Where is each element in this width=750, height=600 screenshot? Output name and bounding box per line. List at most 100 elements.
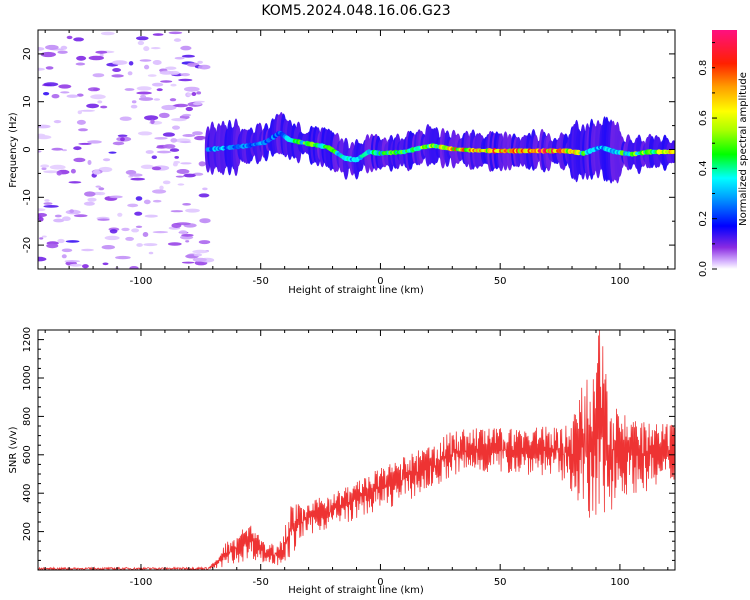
y-tick-label: 200 [22,522,33,541]
noise-blob [160,80,173,83]
x-tick-label: 100 [610,577,629,588]
noise-blob [158,112,170,118]
spectrogram-y-ticks: -20 -10 0 10 20 [22,29,675,270]
noise-blob [180,162,192,165]
noise-blob [87,140,102,144]
noise-blob [129,266,139,269]
noise-blob [66,94,79,98]
noise-blob [151,166,162,171]
x-tick-label: -50 [253,577,269,588]
noise-blob [170,83,177,87]
colorbar-tick-label: 0.6 [698,110,709,126]
noise-blob [54,214,62,218]
noise-blob [38,216,44,222]
noise-blob [39,237,44,240]
noise-blob [77,110,83,115]
noise-blob [135,196,143,201]
noise-blob [98,187,105,191]
noise-blob [124,88,135,91]
noise-blob [88,55,105,61]
noise-blob [192,257,207,262]
noise-blob [151,155,157,159]
y-tick-label: -10 [22,189,33,205]
noise-blob [38,213,48,217]
noise-blob [174,56,185,60]
noise-blob [178,78,193,82]
noise-blob [53,218,65,223]
noise-blob [144,115,159,121]
y-tick-label: 1000 [22,365,33,390]
noise-blob [100,31,115,36]
noise-blob [86,103,99,109]
noise-blob [138,97,154,101]
spectrogram-x-label: Height of straight line (km) [288,285,424,296]
noise-blob [127,203,139,208]
noise-blob [182,113,192,117]
noise-blob [136,36,149,41]
noise-blob [202,187,208,191]
noise-blob [175,175,185,178]
noise-blob [73,146,82,151]
noise-blob [43,170,60,174]
noise-blob [137,131,153,136]
colorbar-tick-label: 0.4 [698,160,709,176]
noise-blob [40,51,56,58]
noise-blob [43,82,59,87]
noise-blob [51,94,60,99]
noise-blob [159,70,174,75]
noise-blob [148,251,154,255]
noise-blob [60,45,68,50]
noise-blob [38,133,46,137]
noise-blob [109,195,123,199]
y-tick-label: 800 [22,407,33,426]
noise-blob [131,228,140,233]
noise-blob [129,173,143,177]
y-tick-label: 10 [22,95,33,108]
snr-x-label: Height of straight line (km) [288,585,424,596]
noise-blob [136,91,152,95]
noise-blob [73,214,88,218]
noise-blob [97,218,110,221]
noise-blob [45,44,59,50]
noise-blob [198,64,211,70]
noise-blob [76,119,86,125]
noise-blob [169,148,180,152]
noise-blob [137,40,145,46]
x-tick-label: -100 [130,577,153,588]
noise-blob [61,149,67,152]
noise-blob [150,119,155,125]
noise-blob [69,209,74,214]
noise-blob [41,167,47,171]
noise-blob [111,74,124,78]
noise-blob [152,231,169,234]
noise-blob [196,91,202,95]
noise-blob [171,118,187,122]
snr-y-ticks: 200 400 600 800 1000 1200 [22,327,675,561]
noise-blob [97,100,103,104]
noise-blob [169,98,177,102]
noise-blob [199,218,211,224]
noise-blob [87,197,97,202]
noise-blob [53,120,62,124]
noise-blob [181,54,195,58]
noise-blob [120,137,125,142]
noise-blob [135,225,143,228]
noise-blob [130,104,138,109]
noise-blob [185,106,193,112]
noise-blob [73,157,86,163]
noise-blob [180,45,192,51]
noise-blob [183,173,196,178]
noise-blob [117,134,128,138]
noise-blob [104,235,120,241]
noise-blob [68,181,82,184]
noise-blob [151,82,164,87]
noise-blob [92,73,105,78]
noise-blob [112,60,128,65]
noise-blob [192,102,203,106]
noise-blob [154,137,168,140]
noise-blob [191,92,197,96]
noise-blob [58,84,72,89]
noise-blob [185,208,200,213]
noise-blob [43,205,59,208]
signal-core [671,150,675,154]
